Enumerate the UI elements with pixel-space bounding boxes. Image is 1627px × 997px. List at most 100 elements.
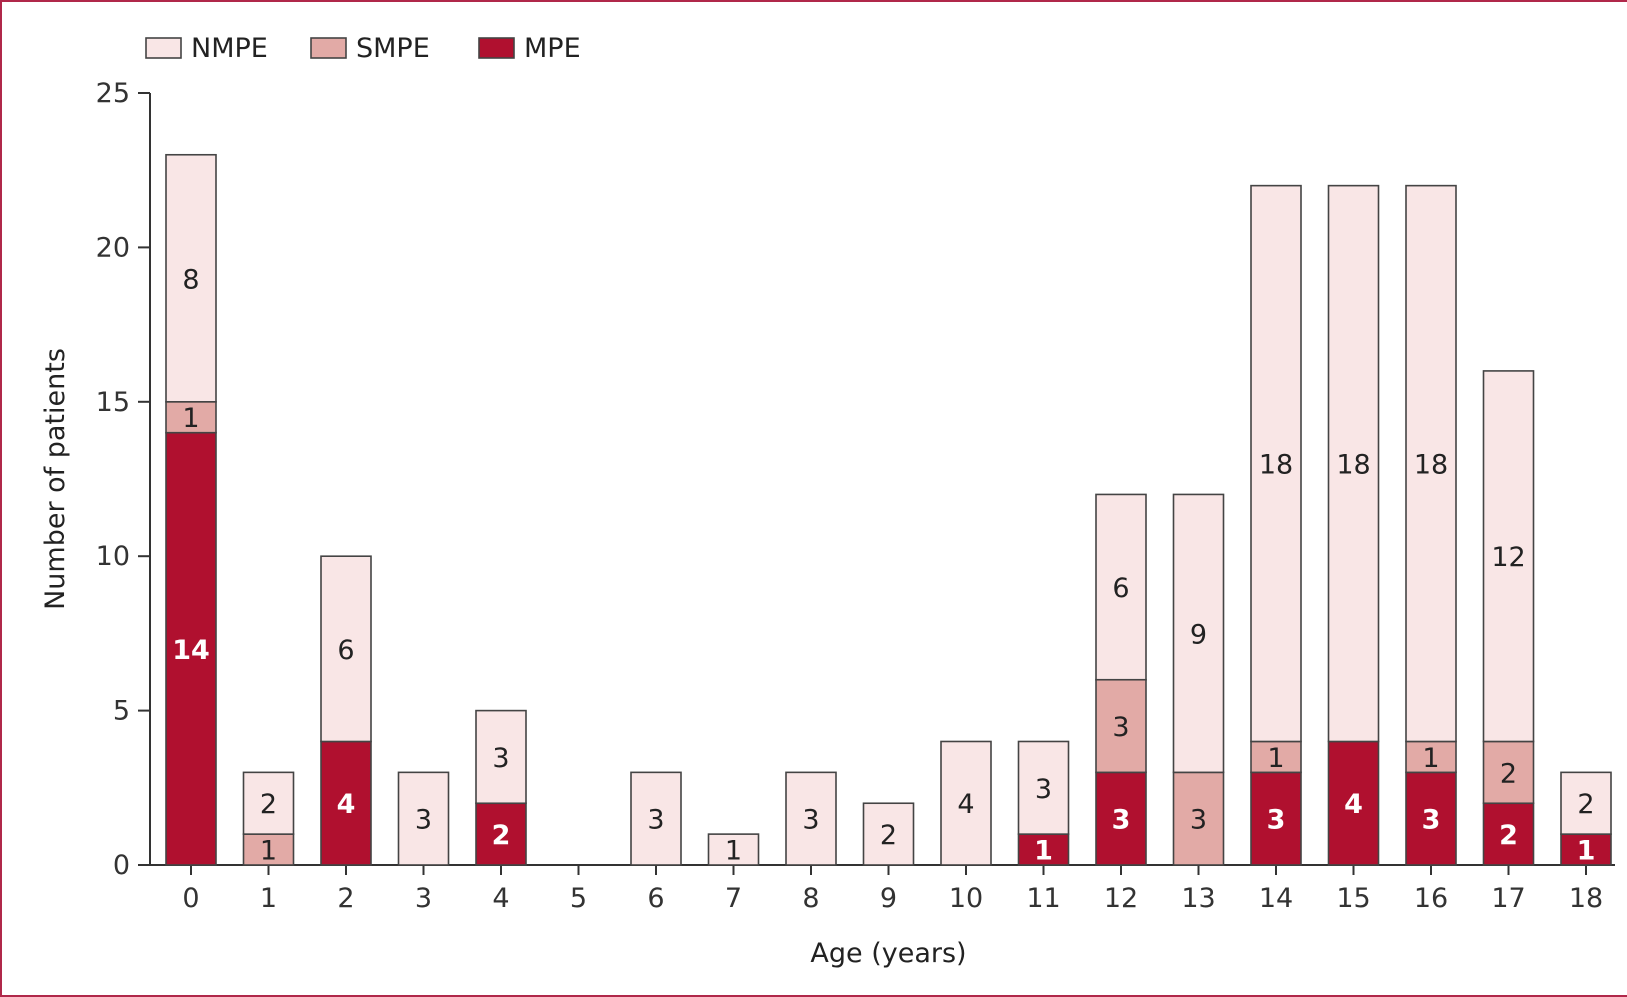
- x-tick-label: 15: [1336, 883, 1370, 914]
- bar-segment-nmpe: [862, 802, 915, 866]
- bar-segment-smpe: [1405, 740, 1457, 774]
- bar-segment-mpe: [1095, 771, 1147, 866]
- data-label-nmpe: 18: [1336, 450, 1370, 481]
- data-label-mpe: 1: [1577, 836, 1596, 867]
- x-tick-label: 3: [415, 883, 432, 914]
- data-label-nmpe: 6: [337, 635, 354, 666]
- data-label-mpe: 4: [337, 789, 356, 820]
- legend-label-mpe: MPE: [524, 33, 581, 64]
- data-label-nmpe: 2: [260, 789, 277, 820]
- bar-segment-nmpe: [707, 833, 760, 866]
- bar-segment-nmpe: [1017, 740, 1070, 835]
- y-tick-label: 0: [113, 850, 130, 881]
- data-label-nmpe: 9: [1190, 619, 1207, 650]
- x-tick-label: 1: [260, 883, 277, 914]
- data-label-nmpe: 3: [492, 743, 509, 774]
- legend-label-nmpe: NMPE: [191, 33, 268, 64]
- bar-segment-nmpe: [1482, 370, 1535, 743]
- x-tick-label: 5: [570, 883, 587, 914]
- data-label-smpe: 1: [1267, 743, 1284, 774]
- data-label-mpe: 3: [1422, 805, 1441, 836]
- data-label-mpe: 3: [1267, 805, 1286, 836]
- x-tick-label: 0: [182, 883, 199, 914]
- y-axis-title: Number of patients: [40, 348, 71, 610]
- bar-segment-smpe: [1095, 678, 1147, 774]
- data-label-mpe: 2: [1499, 820, 1518, 851]
- x-tick-label: 17: [1491, 883, 1525, 914]
- data-label-nmpe: 8: [182, 264, 199, 295]
- x-tick-label: 6: [647, 883, 664, 914]
- bar-segment-nmpe: [1095, 493, 1147, 681]
- x-tick-label: 10: [949, 883, 983, 914]
- x-tick-label: 18: [1569, 883, 1603, 914]
- data-label-mpe: 14: [172, 635, 210, 666]
- bar-segment-nmpe: [1560, 771, 1612, 835]
- bar-segment-mpe: [1560, 833, 1612, 866]
- bar-segment-nmpe: [475, 709, 527, 805]
- bar-segment-smpe: [165, 400, 217, 434]
- x-axis-ticks: 0 1 2 3 4 5 6 7 8 9 10 11 12 13 14 15 16 17 18: [182, 865, 1603, 914]
- bar-segment-nmpe: [940, 740, 992, 866]
- legend: NMPE SMPE MPE: [145, 33, 581, 64]
- bar-segment-smpe: [1250, 740, 1302, 774]
- data-label-smpe: 3: [1112, 712, 1129, 743]
- y-axis-ticks: 0 5 10 15 20 25: [96, 78, 150, 881]
- bar-segment-smpe: [1172, 771, 1225, 866]
- x-tick-label: 14: [1259, 883, 1293, 914]
- data-label-smpe: 1: [260, 836, 277, 867]
- x-tick-label: 2: [337, 883, 354, 914]
- bar-segment-nmpe: [242, 771, 295, 835]
- bar-segment-mpe: [320, 740, 372, 866]
- bar-segment-nmpe: [1250, 184, 1302, 743]
- bar-segment-mpe: [1482, 802, 1535, 866]
- x-tick-label: 16: [1414, 883, 1448, 914]
- data-label-nmpe: 3: [1035, 774, 1052, 805]
- x-axis-title: Age (years): [810, 938, 966, 969]
- data-label-nmpe: 2: [880, 820, 897, 851]
- data-label-nmpe: 6: [1112, 573, 1129, 604]
- x-tick-label: 13: [1181, 883, 1215, 914]
- y-tick-label: 5: [113, 696, 130, 727]
- data-label-mpe: 4: [1344, 789, 1363, 820]
- data-label-nmpe: 18: [1259, 450, 1293, 481]
- bar-segment-mpe: [1250, 771, 1302, 866]
- data-label-mpe: 1: [1034, 836, 1053, 867]
- bar-segment-mpe: [165, 431, 217, 866]
- x-tick-label: 12: [1104, 883, 1138, 914]
- x-tick-label: 4: [492, 883, 509, 914]
- bar-segment-nmpe: [1172, 493, 1225, 774]
- data-label-smpe: 1: [1422, 743, 1439, 774]
- legend-label-smpe: SMPE: [356, 33, 430, 64]
- legend-swatch-nmpe: [145, 37, 182, 59]
- data-label-nmpe: 18: [1414, 450, 1448, 481]
- x-tick-label: 11: [1026, 883, 1060, 914]
- bar-segment-nmpe: [165, 153, 217, 403]
- data-label-mpe: 2: [492, 820, 511, 851]
- bar-segment-nmpe: [1327, 184, 1380, 743]
- x-tick-label: 9: [880, 883, 897, 914]
- y-tick-label: 15: [96, 387, 130, 418]
- data-label-nmpe: 12: [1491, 542, 1525, 573]
- bar-segment-smpe: [1482, 740, 1535, 805]
- data-label-nmpe: 2: [1577, 789, 1594, 820]
- data-label-mpe: 3: [1112, 805, 1131, 836]
- bar-segment-nmpe: [785, 771, 837, 866]
- x-tick-label: 8: [802, 883, 819, 914]
- y-tick-label: 20: [96, 232, 130, 263]
- y-tick-label: 25: [96, 78, 130, 109]
- data-label-smpe: 1: [182, 403, 199, 434]
- data-label-nmpe: 3: [415, 805, 432, 836]
- legend-swatch-mpe: [478, 37, 515, 59]
- data-label-smpe: 3: [1190, 805, 1207, 836]
- bar-segment-nmpe: [1405, 184, 1457, 743]
- bar-segment-nmpe: [320, 555, 372, 743]
- data-label-nmpe: 3: [802, 805, 819, 836]
- y-tick-label: 10: [96, 541, 130, 572]
- legend-swatch-smpe: [310, 37, 347, 59]
- x-tick-label: 7: [725, 883, 742, 914]
- bar-segment-mpe: [1017, 833, 1070, 866]
